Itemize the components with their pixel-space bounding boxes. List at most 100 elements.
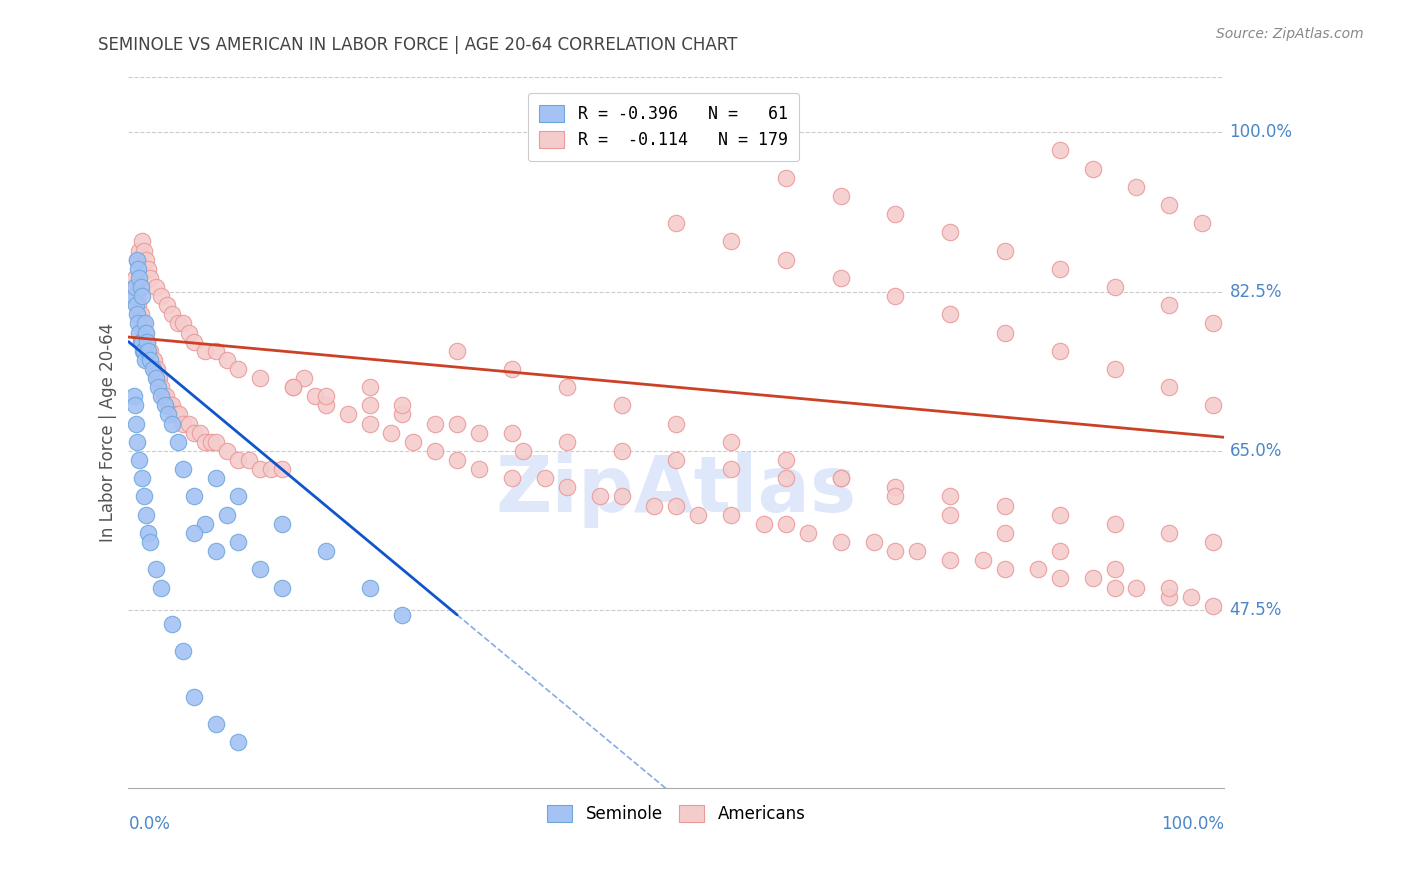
Point	[226, 735, 249, 749]
Point	[862, 535, 884, 549]
Point	[150, 380, 173, 394]
Point	[555, 434, 578, 449]
Point	[720, 235, 742, 249]
Point	[994, 499, 1017, 513]
Point	[402, 434, 425, 449]
Point	[132, 326, 155, 340]
Point	[468, 425, 491, 440]
Point	[128, 453, 150, 467]
Point	[1104, 581, 1126, 595]
Point	[134, 352, 156, 367]
Point	[391, 408, 413, 422]
Point	[127, 261, 149, 276]
Point	[292, 371, 315, 385]
Point	[446, 417, 468, 431]
Text: 65.0%: 65.0%	[1230, 442, 1282, 460]
Point	[994, 244, 1017, 258]
Point	[129, 280, 152, 294]
Point	[797, 525, 820, 540]
Point	[1026, 562, 1049, 576]
Point	[315, 544, 337, 558]
Point	[468, 462, 491, 476]
Point	[315, 398, 337, 412]
Point	[249, 562, 271, 576]
Point	[260, 462, 283, 476]
Point	[1104, 362, 1126, 376]
Point	[1159, 525, 1181, 540]
Point	[884, 480, 907, 494]
Point	[610, 398, 633, 412]
Point	[1180, 590, 1202, 604]
Point	[125, 417, 148, 431]
Point	[131, 471, 153, 485]
Point	[665, 216, 688, 230]
Point	[145, 280, 167, 294]
Point	[205, 343, 228, 358]
Text: Source: ZipAtlas.com: Source: ZipAtlas.com	[1216, 27, 1364, 41]
Point	[205, 471, 228, 485]
Point	[132, 317, 155, 331]
Point	[665, 453, 688, 467]
Point	[972, 553, 994, 567]
Point	[217, 444, 239, 458]
Point	[665, 417, 688, 431]
Point	[720, 462, 742, 476]
Point	[128, 307, 150, 321]
Point	[425, 417, 447, 431]
Point	[194, 343, 217, 358]
Point	[830, 471, 852, 485]
Point	[359, 417, 381, 431]
Point	[150, 389, 173, 403]
Point	[127, 434, 149, 449]
Point	[183, 490, 205, 504]
Point	[132, 244, 155, 258]
Point	[270, 462, 292, 476]
Point	[994, 326, 1017, 340]
Point	[167, 408, 190, 422]
Point	[136, 261, 159, 276]
Point	[1202, 599, 1225, 613]
Point	[142, 362, 165, 376]
Point	[205, 544, 228, 558]
Text: ZipAtlas: ZipAtlas	[496, 451, 856, 527]
Point	[124, 398, 146, 412]
Point	[128, 270, 150, 285]
Point	[131, 334, 153, 349]
Point	[939, 553, 962, 567]
Y-axis label: In Labor Force | Age 20-64: In Labor Force | Age 20-64	[100, 323, 117, 542]
Point	[1125, 179, 1147, 194]
Point	[830, 189, 852, 203]
Point	[194, 434, 217, 449]
Point	[304, 389, 326, 403]
Text: 100.0%: 100.0%	[1230, 123, 1292, 141]
Point	[1049, 508, 1071, 522]
Point	[188, 425, 211, 440]
Point	[127, 252, 149, 267]
Point	[172, 317, 194, 331]
Point	[141, 352, 163, 367]
Point	[159, 398, 181, 412]
Point	[226, 490, 249, 504]
Point	[775, 252, 797, 267]
Point	[217, 352, 239, 367]
Point	[148, 371, 170, 385]
Point	[166, 434, 188, 449]
Point	[1125, 581, 1147, 595]
Point	[1159, 298, 1181, 312]
Point	[720, 434, 742, 449]
Point	[1081, 161, 1104, 176]
Point	[775, 170, 797, 185]
Point	[124, 280, 146, 294]
Point	[775, 453, 797, 467]
Point	[446, 453, 468, 467]
Point	[336, 408, 359, 422]
Point	[183, 334, 205, 349]
Text: SEMINOLE VS AMERICAN IN LABOR FORCE | AGE 20-64 CORRELATION CHART: SEMINOLE VS AMERICAN IN LABOR FORCE | AG…	[98, 36, 738, 54]
Point	[359, 581, 381, 595]
Point	[1159, 380, 1181, 394]
Point	[122, 289, 145, 303]
Point	[1049, 261, 1071, 276]
Point	[425, 444, 447, 458]
Point	[134, 326, 156, 340]
Point	[162, 417, 184, 431]
